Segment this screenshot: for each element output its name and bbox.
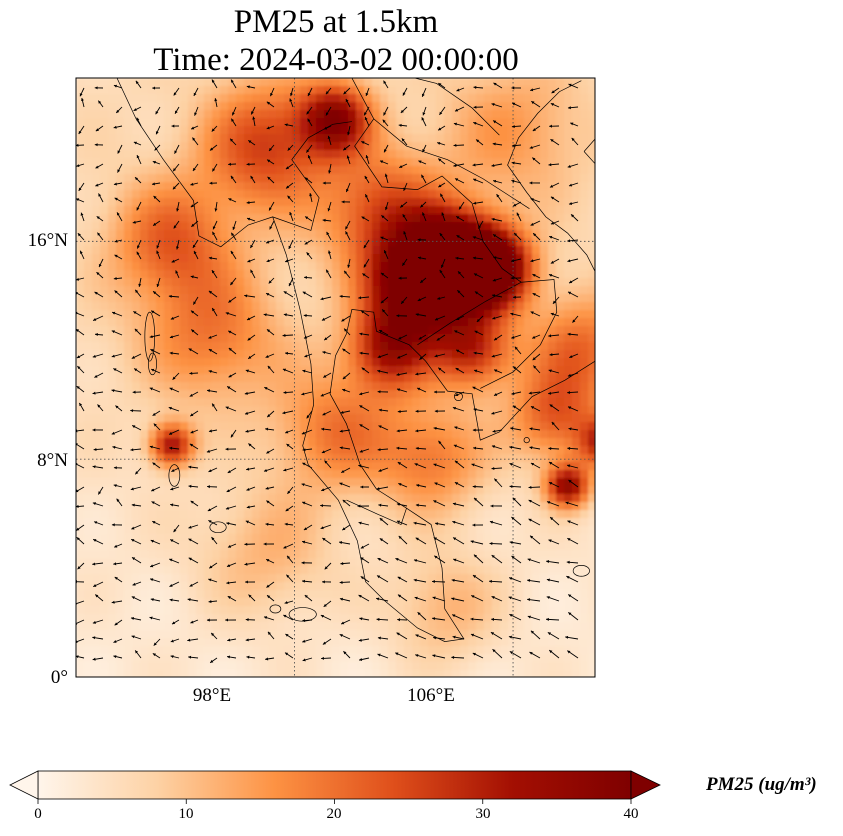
map-title: PM25 at 1.5km [233,4,439,40]
lat-label-16n: 16°N [27,230,68,251]
graticule [76,78,595,677]
colorbar-extend-max [630,770,661,800]
lon-label-106e: 106°E [407,685,455,706]
colorbar-tick-label: 10 [178,806,194,822]
lat-label-8n: 8°N [37,450,68,471]
colorbar [9,770,661,804]
colorbar-tick-label: 30 [475,806,491,822]
lat-label-0: 0° [50,667,68,688]
map-time-label: Time: 2024-03-02 00:00:00 [153,42,519,78]
lon-label-98e: 98°E [192,685,232,706]
colorbar-label: PM25 (ug/m³) [706,774,817,795]
colorbar-tick-label: 40 [623,806,639,822]
colorbar-tick-label: 20 [326,806,342,822]
map-frame [75,77,596,678]
wind-vectors [76,79,579,664]
colorbar-gradient [37,770,632,800]
coastlines [116,78,595,642]
colorbar-tick-label: 0 [34,806,42,822]
pm25-field [76,78,595,677]
colorbar-extend-min [9,770,39,800]
